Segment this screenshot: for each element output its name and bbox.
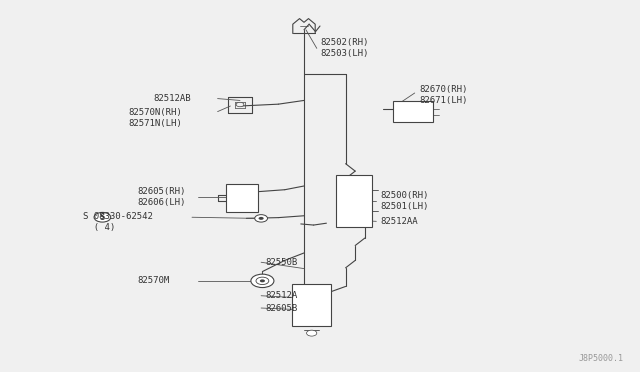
Text: J8P5000.1: J8P5000.1	[579, 354, 624, 363]
Text: 82671(LH): 82671(LH)	[419, 96, 468, 105]
Text: 82512A: 82512A	[266, 291, 298, 300]
Text: ( 4): ( 4)	[83, 223, 115, 232]
Text: S 08330-62542: S 08330-62542	[83, 212, 153, 221]
Circle shape	[251, 274, 274, 288]
Circle shape	[94, 212, 111, 222]
Text: 82502(RH): 82502(RH)	[320, 38, 369, 47]
Text: 82501(LH): 82501(LH)	[381, 202, 429, 211]
Text: 82605(RH): 82605(RH)	[138, 187, 186, 196]
Text: 82605B: 82605B	[266, 304, 298, 312]
Text: 82606(LH): 82606(LH)	[138, 198, 186, 207]
Bar	[337, 175, 372, 227]
Circle shape	[236, 102, 244, 107]
Circle shape	[259, 217, 264, 220]
Bar	[226, 184, 258, 212]
Text: 82670(RH): 82670(RH)	[419, 85, 468, 94]
Bar	[292, 283, 331, 327]
Circle shape	[256, 277, 269, 285]
Circle shape	[255, 215, 268, 222]
Text: S: S	[100, 213, 105, 222]
Text: 82512AB: 82512AB	[154, 94, 191, 103]
Text: 82570N(RH): 82570N(RH)	[128, 108, 182, 117]
Text: 82500(RH): 82500(RH)	[381, 191, 429, 200]
Text: 82550B: 82550B	[266, 258, 298, 267]
Circle shape	[260, 279, 265, 282]
Circle shape	[307, 330, 317, 336]
Text: 82571N(LH): 82571N(LH)	[128, 119, 182, 128]
Text: 82570M: 82570M	[138, 276, 170, 285]
Text: 82503(LH): 82503(LH)	[320, 49, 369, 58]
Text: 82512AA: 82512AA	[381, 217, 419, 226]
Bar	[393, 101, 433, 122]
